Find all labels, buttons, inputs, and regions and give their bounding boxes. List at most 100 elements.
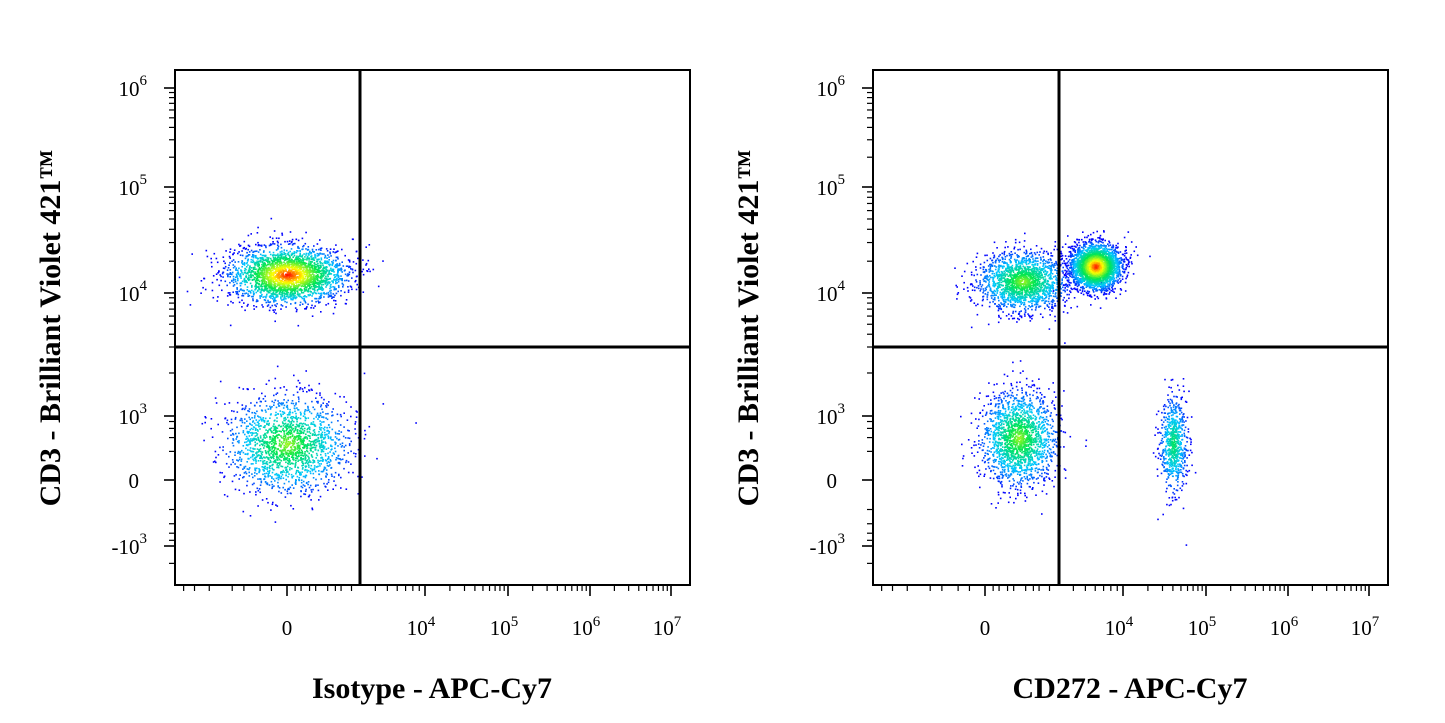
event-dot bbox=[347, 289, 350, 292]
event-dot bbox=[301, 280, 304, 283]
event-dot bbox=[287, 272, 290, 274]
event-dot bbox=[240, 460, 243, 462]
event-dot bbox=[278, 284, 280, 287]
event-dot bbox=[986, 296, 989, 298]
event-dot bbox=[259, 272, 261, 275]
event-dot bbox=[339, 443, 342, 446]
event-dot bbox=[191, 253, 193, 255]
event-dot bbox=[300, 275, 303, 278]
event-dot bbox=[323, 266, 325, 269]
event-dot bbox=[324, 467, 327, 469]
event-dot bbox=[283, 263, 285, 266]
event-dot bbox=[276, 266, 279, 268]
event-dot bbox=[1039, 305, 1042, 308]
event-dot bbox=[240, 270, 243, 272]
event-dot bbox=[301, 237, 304, 240]
event-dot bbox=[304, 466, 307, 468]
event-dot bbox=[241, 419, 243, 422]
event-dot bbox=[320, 284, 323, 286]
event-dot bbox=[315, 268, 318, 270]
x-tick-exponent: 6 bbox=[593, 614, 601, 630]
event-dot bbox=[238, 440, 240, 442]
event-dot bbox=[236, 276, 239, 278]
event-dot bbox=[299, 447, 301, 450]
event-dot bbox=[277, 478, 280, 481]
event-dot bbox=[332, 270, 334, 272]
event-dot bbox=[253, 250, 255, 253]
event-dot bbox=[1004, 280, 1006, 283]
event-dot bbox=[279, 265, 282, 267]
event-dot bbox=[330, 269, 332, 271]
event-dot bbox=[271, 440, 273, 442]
event-dot bbox=[281, 411, 284, 413]
event-dot bbox=[326, 261, 329, 264]
event-dot bbox=[293, 275, 295, 278]
event-dot bbox=[257, 489, 260, 492]
event-dot bbox=[999, 293, 1002, 296]
event-dot bbox=[291, 260, 293, 263]
event-dot bbox=[332, 261, 334, 264]
event-dot bbox=[272, 255, 274, 257]
event-dot bbox=[304, 301, 307, 304]
event-dot bbox=[333, 296, 335, 298]
event-dot bbox=[226, 495, 229, 498]
event-dot bbox=[298, 459, 300, 461]
event-dot bbox=[323, 482, 325, 485]
event-dot bbox=[289, 453, 292, 455]
event-dot bbox=[277, 245, 280, 248]
event-dot bbox=[281, 403, 283, 406]
event-dot bbox=[310, 255, 313, 257]
event-dot bbox=[321, 274, 323, 277]
event-dot bbox=[319, 392, 321, 394]
event-dot bbox=[268, 263, 271, 265]
event-dot bbox=[282, 450, 285, 452]
event-dot bbox=[337, 271, 339, 274]
event-dot bbox=[307, 405, 309, 408]
event-dot bbox=[272, 241, 274, 243]
event-dot bbox=[272, 242, 274, 245]
event-dot bbox=[328, 272, 330, 274]
event-dot bbox=[320, 444, 323, 446]
event-dot bbox=[295, 412, 297, 415]
event-dot bbox=[255, 262, 258, 264]
event-dot bbox=[328, 278, 331, 280]
event-dot bbox=[312, 461, 314, 464]
event-dot bbox=[281, 294, 284, 297]
event-dot bbox=[243, 263, 245, 265]
event-dot bbox=[288, 267, 291, 269]
event-dot bbox=[285, 389, 288, 391]
event-dot bbox=[328, 461, 331, 464]
event-dot bbox=[303, 493, 305, 495]
event-dot bbox=[246, 480, 249, 483]
event-dot bbox=[976, 252, 979, 255]
event-dot bbox=[239, 273, 242, 275]
event-dot bbox=[242, 510, 245, 513]
event-dot bbox=[253, 437, 256, 440]
event-dot bbox=[1056, 281, 1058, 284]
event-dot bbox=[287, 436, 289, 439]
event-dot bbox=[279, 410, 282, 412]
event-dot bbox=[1065, 283, 1068, 285]
event-dot bbox=[308, 384, 310, 387]
event-dot bbox=[294, 429, 297, 431]
event-dot bbox=[1068, 283, 1071, 286]
event-dot bbox=[264, 467, 267, 470]
event-dot bbox=[299, 280, 302, 282]
event-dot bbox=[337, 290, 339, 293]
event-dot bbox=[271, 437, 274, 439]
event-dot bbox=[273, 311, 275, 313]
event-dot bbox=[216, 261, 219, 264]
event-dot bbox=[277, 258, 280, 261]
event-dot bbox=[280, 281, 283, 283]
event-dot bbox=[290, 248, 293, 250]
event-dot bbox=[309, 442, 312, 445]
event-dot bbox=[335, 266, 338, 268]
event-dot bbox=[243, 246, 245, 249]
event-dot bbox=[325, 486, 327, 488]
event-dot bbox=[298, 268, 301, 270]
event-dot bbox=[255, 462, 257, 464]
event-dot bbox=[249, 456, 252, 459]
event-dot bbox=[966, 286, 969, 289]
event-dot bbox=[307, 278, 309, 281]
event-dot bbox=[307, 461, 310, 463]
